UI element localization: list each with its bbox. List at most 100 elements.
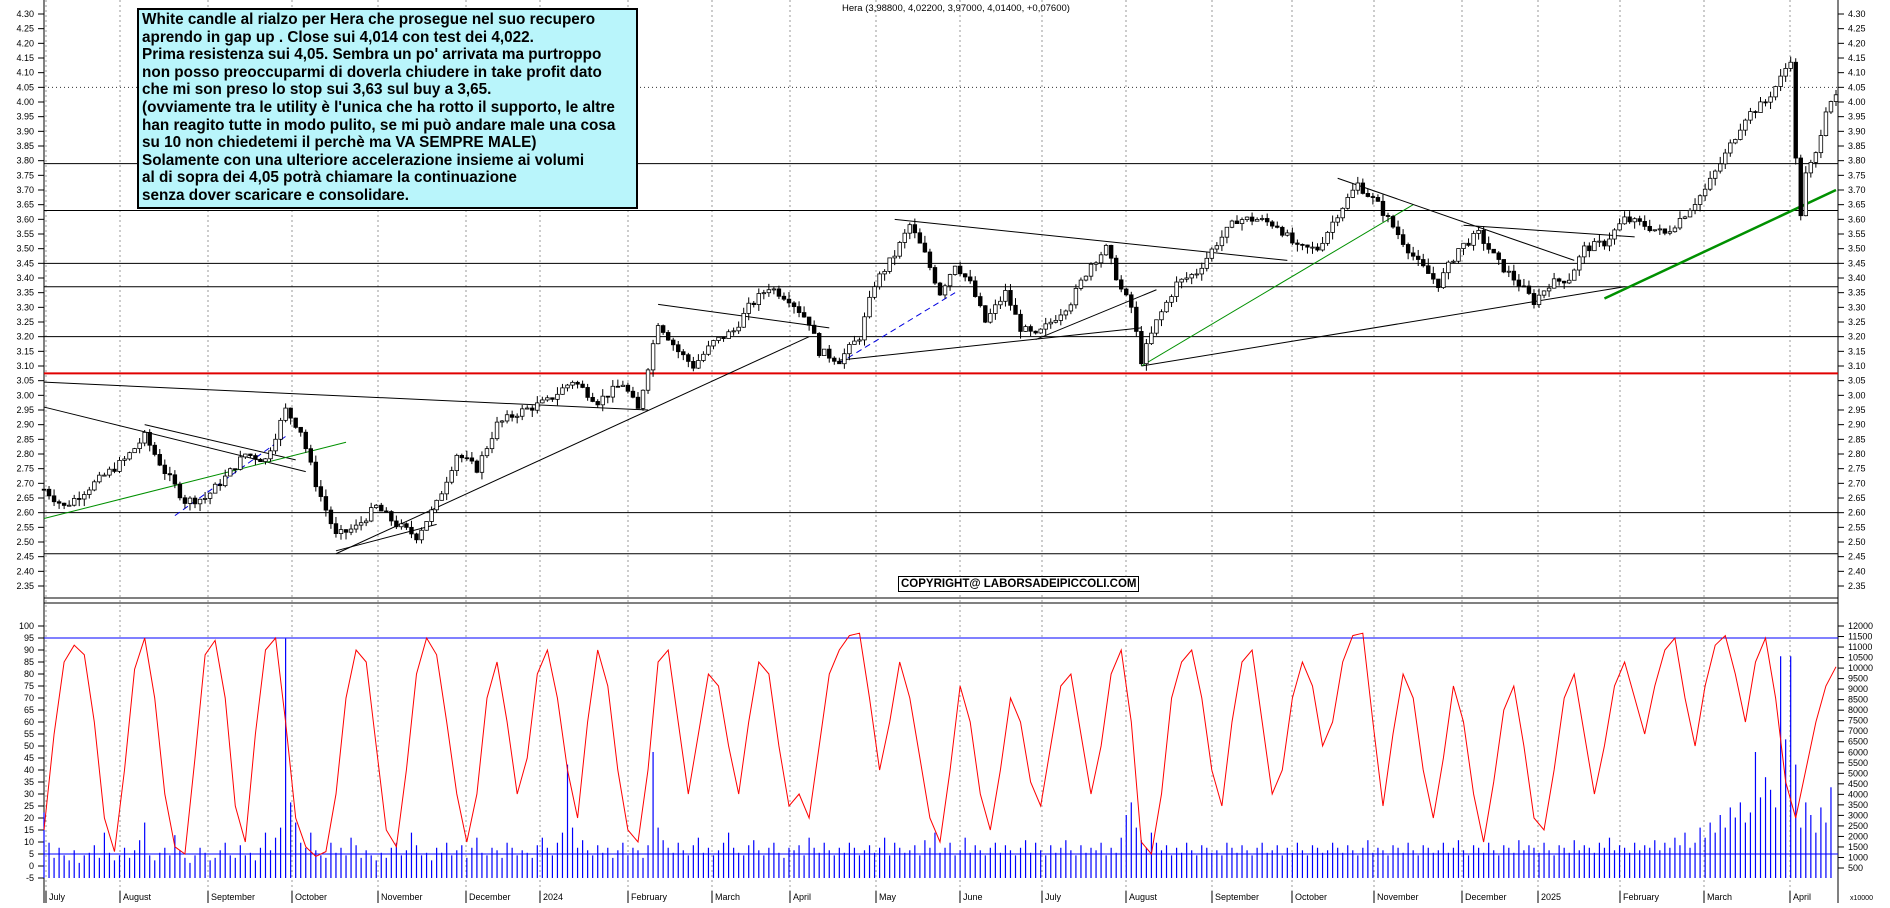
candle-white (540, 399, 545, 404)
candle-white (1712, 170, 1718, 179)
candle-white (1144, 343, 1149, 365)
candle-white (1451, 260, 1456, 263)
candle-black (530, 407, 535, 411)
candle-black (1431, 273, 1436, 280)
candle-white (444, 481, 449, 495)
candle-white (1808, 161, 1814, 174)
analysis-note: White candle al rialzo per Hera che pros… (137, 8, 638, 209)
candle-white (726, 331, 731, 339)
candle-white (988, 313, 993, 323)
candle-white (701, 353, 706, 361)
candle-black (1264, 218, 1270, 223)
candle-white (1723, 152, 1728, 165)
y-tick-label-left: 3.55 (16, 229, 34, 239)
x-tick-label: August (123, 892, 152, 902)
volume-tick-label: 9000 (1848, 684, 1868, 694)
candle-black (313, 461, 319, 488)
volume-tick-label: 7000 (1848, 726, 1868, 736)
candle-black (832, 357, 837, 362)
candle-white (756, 293, 761, 305)
candle-black (595, 401, 600, 406)
candle-black (318, 486, 324, 497)
candle-white (368, 507, 374, 522)
candle-black (1360, 182, 1366, 194)
y-tick-label-right: 2.45 (1848, 552, 1866, 562)
candle-black (917, 232, 923, 244)
x-tick-label: 2024 (543, 892, 563, 902)
candle-black (1426, 265, 1431, 274)
osc-tick-label: 90 (24, 645, 34, 655)
candle-white (278, 419, 283, 440)
y-tick-label-right: 2.60 (1848, 508, 1866, 518)
osc-tick-label: 75 (24, 681, 34, 691)
candle-black (1793, 61, 1798, 159)
candle-black (811, 324, 817, 334)
candle-black (1647, 225, 1652, 232)
candle-white (374, 504, 379, 509)
y-tick-label-left: 3.25 (16, 317, 34, 327)
candle-white (1244, 216, 1250, 220)
candle-white (132, 448, 137, 454)
candle-black (233, 468, 238, 471)
x-tick-label: September (211, 892, 255, 902)
trendline (1035, 289, 1157, 341)
candle-black (801, 312, 807, 318)
candle-black (56, 501, 62, 504)
candle-black (1491, 248, 1496, 254)
volume-tick-label: 9500 (1848, 674, 1868, 684)
candle-black (293, 417, 298, 428)
candle-black (46, 488, 52, 497)
candle-black (1521, 285, 1527, 288)
x-tick-label: 2025 (1541, 892, 1561, 902)
candle-white (1733, 139, 1738, 144)
y-tick-label-left: 4.30 (16, 9, 34, 19)
x-tick-label: May (879, 892, 897, 902)
x-tick-label: October (295, 892, 327, 902)
candle-white (499, 420, 505, 423)
candle-black (937, 282, 943, 296)
candle-black (1249, 216, 1255, 222)
candle-black (1516, 279, 1522, 287)
candle-black (1466, 242, 1471, 246)
y-tick-label-left: 4.00 (16, 97, 34, 107)
y-tick-label-left: 3.50 (16, 244, 34, 254)
candle-black (303, 431, 308, 450)
x-tick-label: February (631, 892, 668, 902)
candle-black (676, 344, 681, 353)
candle-black (41, 488, 47, 491)
y-tick-label-right: 3.15 (1848, 346, 1866, 356)
trendline (1337, 177, 1575, 261)
y-tick-label-left: 2.75 (16, 464, 34, 474)
candle-white (1632, 218, 1637, 223)
candle-black (816, 333, 822, 356)
candle-black (147, 431, 152, 446)
candle-white (82, 494, 87, 500)
y-tick-label-right: 2.40 (1848, 566, 1866, 576)
oscillator-line (43, 632, 1837, 857)
y-tick-label-right: 2.80 (1848, 449, 1866, 459)
trendline (1141, 204, 1414, 367)
candle-white (1229, 220, 1235, 228)
candle-white (1088, 263, 1094, 277)
candle-white (338, 529, 344, 535)
candle-white (872, 286, 877, 298)
candle-white (555, 393, 560, 400)
candle-black (167, 473, 173, 476)
candle-white (504, 414, 510, 422)
candle-black (837, 360, 842, 365)
y-tick-label-right: 4.25 (1848, 24, 1866, 34)
candle-black (404, 523, 409, 528)
trendline (43, 381, 649, 411)
candle-white (1038, 328, 1043, 334)
candle-black (469, 457, 475, 462)
candle-white (525, 407, 530, 410)
candle-white (1446, 261, 1451, 274)
candle-black (1405, 244, 1411, 254)
candle-white (107, 468, 112, 476)
y-tick-label-left: 2.90 (16, 420, 34, 430)
candle-white (268, 450, 273, 460)
candle-white (1043, 323, 1048, 330)
candle-black (51, 495, 57, 503)
candle-white (449, 470, 454, 483)
y-tick-label-left: 2.55 (16, 522, 34, 532)
